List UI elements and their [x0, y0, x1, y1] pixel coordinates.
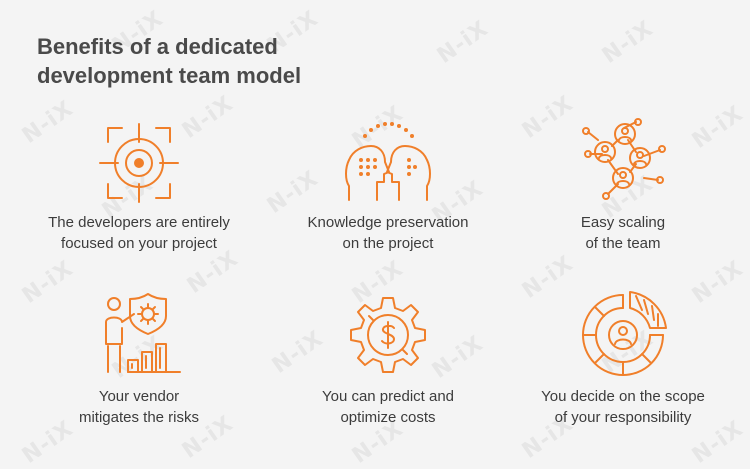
watermark-text: N-iX — [432, 16, 494, 69]
benefit-6-line-1: You decide on the scope — [541, 388, 705, 405]
page-title: Benefits of a dedicated development team… — [37, 32, 301, 90]
benefit-1-line-2: focused on your project — [61, 235, 217, 252]
benefit-2-line-2: on the project — [342, 235, 434, 252]
risk-shield-person-icon — [94, 290, 184, 380]
benefit-5-line-2: optimize costs — [340, 409, 436, 426]
benefit-card-risks: Your vendor mitigates the risks — [14, 290, 264, 428]
benefit-1-line-1: The developers are entirely — [48, 214, 230, 231]
benefit-card-focus: The developers are entirely focused on y… — [14, 118, 264, 254]
title-line-2: development team model — [37, 63, 302, 88]
benefit-2-line-1: Knowledge preservation — [307, 214, 469, 231]
title-line-1: Benefits of a dedicated — [37, 34, 278, 59]
team-network-icon — [578, 118, 668, 208]
benefit-card-knowledge: Knowledge preservation on the project — [263, 118, 513, 254]
benefit-3-line-2: of the team — [585, 235, 661, 252]
benefit-4-line-1: Your vendor — [98, 388, 180, 405]
benefit-6-line-2: of your responsibility — [554, 409, 692, 426]
target-crosshair-icon — [94, 118, 184, 208]
benefit-3-line-1: Easy scaling — [580, 214, 666, 231]
knowledge-transfer-heads-icon — [343, 118, 433, 208]
benefit-4-line-2: mitigates the risks — [78, 409, 200, 426]
benefit-card-scaling: Easy scaling of the team — [498, 118, 748, 254]
scope-pie-person-icon — [578, 290, 668, 380]
watermark-text: N-iX — [597, 16, 659, 69]
benefit-5-line-1: You can predict and — [321, 388, 455, 405]
gear-dollar-icon — [343, 290, 433, 380]
benefit-card-costs: You can predict and optimize costs — [263, 290, 513, 428]
benefit-card-scope: You decide on the scope of your responsi… — [498, 290, 748, 428]
